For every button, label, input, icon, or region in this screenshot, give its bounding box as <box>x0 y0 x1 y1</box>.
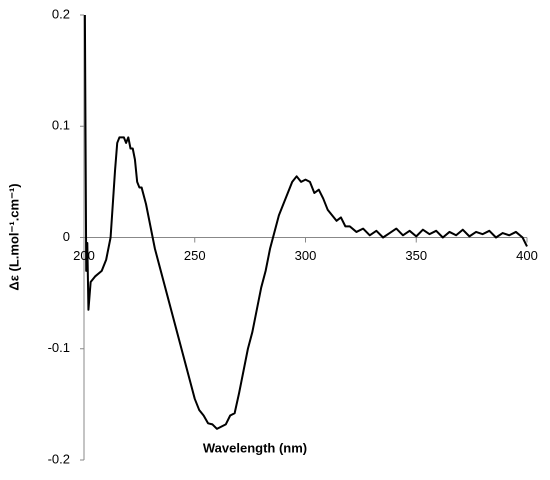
y-tick-label: -0.2 <box>48 451 70 466</box>
y-axis-title: Δε (L.mol⁻¹.cm⁻¹) <box>6 183 21 290</box>
x-tick-label: 250 <box>184 248 206 263</box>
x-axis-title: Wavelength (nm) <box>203 440 307 455</box>
x-tick-label: 200 <box>73 248 95 263</box>
data-line <box>83 14 528 430</box>
y-tick-label: 0.2 <box>52 6 70 21</box>
y-tick-label: 0 <box>63 229 70 244</box>
x-tick-label: 300 <box>295 248 317 263</box>
y-tick-label: -0.1 <box>48 340 70 355</box>
x-tick-label: 350 <box>405 248 427 263</box>
y-tick-label: 0.1 <box>52 118 70 133</box>
x-tick-label: 400 <box>516 248 538 263</box>
